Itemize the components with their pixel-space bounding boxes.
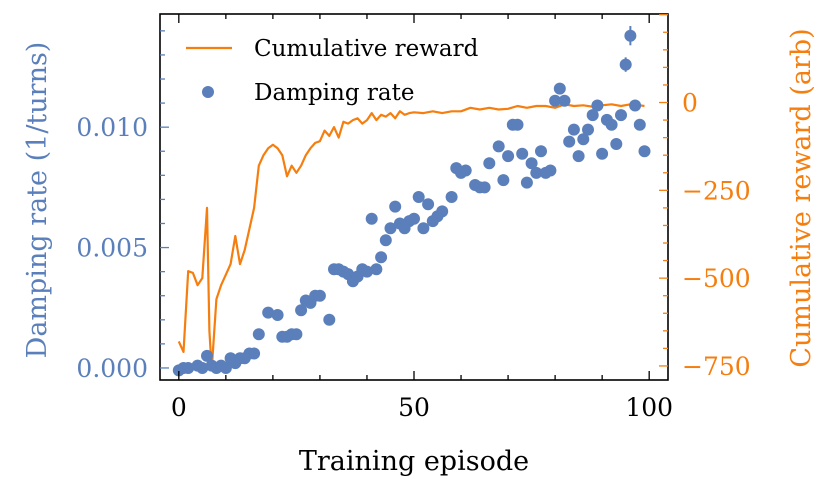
ticks: 0 50 100 0.000 0.005 0.010 0 −250 −500 −750 xyxy=(76,14,751,422)
damping-point xyxy=(629,99,642,112)
reward-line xyxy=(177,103,645,371)
damping-point xyxy=(497,174,510,187)
damping-point xyxy=(436,205,449,218)
damping-point xyxy=(483,157,496,170)
damping-point xyxy=(492,140,505,153)
y-right-tick-label: −500 xyxy=(682,264,751,293)
damping-point xyxy=(638,145,651,158)
damping-point xyxy=(219,362,232,374)
legend-marker-swatch xyxy=(202,86,214,98)
damping-point xyxy=(596,147,609,160)
damping-point xyxy=(412,191,425,203)
legend-label-reward: Cumulative reward xyxy=(254,36,479,62)
damping-point xyxy=(323,313,336,326)
damping-point xyxy=(516,147,529,160)
damping-point xyxy=(553,82,566,95)
damping-point xyxy=(196,362,209,374)
damping-point xyxy=(313,289,326,302)
damping-point xyxy=(610,138,623,150)
damping-point xyxy=(459,164,472,177)
damping-point xyxy=(567,123,580,136)
plot-content xyxy=(172,26,651,377)
y-left-tick-label: 0.010 xyxy=(76,113,148,142)
damping-point xyxy=(365,212,378,225)
damping-point xyxy=(511,118,524,131)
damping-point xyxy=(591,99,604,112)
damping-point xyxy=(582,123,594,136)
damping-point xyxy=(295,304,308,317)
x-tick-label: 50 xyxy=(398,393,430,422)
damping-point xyxy=(422,198,435,211)
damping-point xyxy=(502,150,515,163)
damping-point xyxy=(615,109,627,122)
damping-point xyxy=(375,251,388,264)
damping-point xyxy=(361,265,373,278)
damping-point xyxy=(535,145,547,158)
damping-point xyxy=(558,94,571,107)
damping-point xyxy=(530,166,543,179)
legend-label-damping: Damping rate xyxy=(254,80,414,106)
damping-point xyxy=(605,118,618,131)
damping-point xyxy=(525,157,538,170)
y-axis-right-title: Cumulative reward (arb) xyxy=(786,28,817,367)
damping-point xyxy=(384,222,397,235)
damping-point xyxy=(182,362,195,374)
damping-point xyxy=(262,306,275,319)
y-axis-left-title: Damping rate (1/turns) xyxy=(22,42,53,359)
damping-point xyxy=(248,347,261,360)
damping-point xyxy=(408,212,420,225)
y-right-tick-label: 0 xyxy=(682,89,698,118)
damping-point xyxy=(549,94,562,107)
y-right-tick-label: −750 xyxy=(682,352,751,381)
damping-point xyxy=(389,200,402,213)
damping-point xyxy=(619,58,632,71)
damping-point xyxy=(520,176,533,189)
x-axis-title: Training episode xyxy=(299,446,529,477)
legend: Cumulative reward Damping rate xyxy=(186,36,479,106)
damping-point xyxy=(572,150,585,163)
damping-point xyxy=(379,234,392,247)
damping-point xyxy=(478,181,491,194)
damping-point xyxy=(563,135,576,148)
damping-point xyxy=(577,133,590,146)
damping-point xyxy=(544,164,557,177)
y-left-tick-label: 0.000 xyxy=(76,354,148,383)
damping-point xyxy=(271,309,284,321)
damping-point xyxy=(586,109,599,122)
damping-point xyxy=(624,29,637,42)
x-tick-label: 100 xyxy=(625,393,673,422)
damping-point xyxy=(633,118,646,131)
y-left-tick-label: 0.005 xyxy=(76,234,148,263)
damping-point xyxy=(201,349,213,362)
damping-point xyxy=(445,191,458,203)
damping-point xyxy=(417,222,430,235)
y-right-tick-label: −250 xyxy=(682,176,751,205)
damping-point xyxy=(252,328,265,341)
damping-point xyxy=(370,263,383,276)
x-tick-label: 0 xyxy=(171,393,187,422)
damping-point xyxy=(290,328,303,341)
